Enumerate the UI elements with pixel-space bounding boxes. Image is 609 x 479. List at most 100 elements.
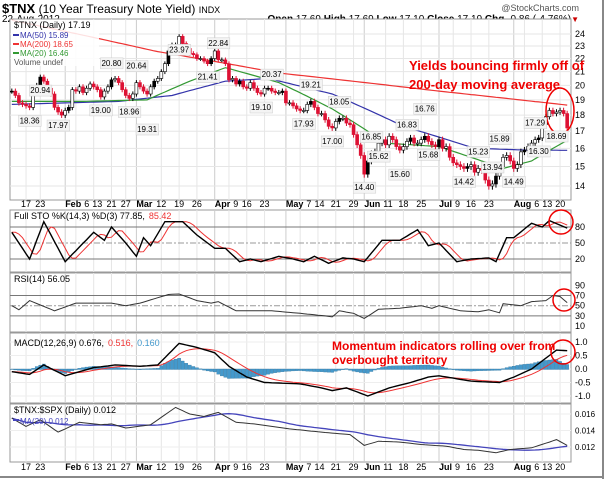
candle xyxy=(551,110,555,114)
macd-histogram-bar xyxy=(515,365,520,370)
macd-histogram-bar xyxy=(444,367,448,370)
candle xyxy=(230,78,235,81)
macd-histogram-bar xyxy=(369,368,374,372)
macd-histogram-bar xyxy=(159,365,164,370)
date-tick-label: 21 xyxy=(331,199,341,209)
candle xyxy=(145,90,149,95)
candle xyxy=(458,164,463,167)
annotation-yields: Yields bouncing firmly off of xyxy=(409,58,585,73)
rsi-axis-label: 70 xyxy=(575,291,585,301)
sto-k-line xyxy=(11,219,568,265)
macd-histogram-bar xyxy=(316,368,320,372)
candle xyxy=(298,108,302,111)
candle xyxy=(422,135,427,140)
candle xyxy=(533,139,537,144)
macd-histogram-bar xyxy=(230,368,235,379)
candle xyxy=(387,135,391,146)
candle xyxy=(333,121,338,129)
macd-histogram-bar xyxy=(245,368,249,379)
date-tick-label: 12 xyxy=(156,462,166,472)
candle xyxy=(84,87,89,93)
down-arrow-icon: ▼ xyxy=(571,15,579,24)
macd-histogram-bar xyxy=(31,368,35,370)
price-label: 13.94 xyxy=(482,163,503,172)
macd-histogram-bar xyxy=(408,365,413,370)
date-tick-label: Mar xyxy=(136,462,153,472)
candle xyxy=(266,87,270,90)
date-tick-label: 26 xyxy=(192,199,202,209)
price-label: 20.80 xyxy=(101,59,122,68)
ratio-axis-label: 0.016 xyxy=(575,410,596,419)
macd-histogram-bar xyxy=(305,368,310,372)
date-tick-label: 17 xyxy=(21,462,31,472)
macd-histogram-bar xyxy=(447,368,452,370)
price-label-box xyxy=(18,115,42,127)
date-tick-label: 21 xyxy=(331,462,341,472)
candle xyxy=(223,59,228,65)
macd-histogram-bar xyxy=(173,358,178,370)
candle xyxy=(355,134,359,146)
candle xyxy=(191,53,196,56)
macd-axis-label: -0.5 xyxy=(575,378,591,388)
date-tick-label: 23 xyxy=(484,199,494,209)
macd-histogram-bar xyxy=(191,366,196,370)
date-tick-label: Jul xyxy=(439,199,452,209)
candle xyxy=(554,111,559,114)
candle xyxy=(280,90,285,93)
macd-histogram-bar xyxy=(487,368,491,371)
candle xyxy=(148,86,153,95)
macd-axis-label: 1.0 xyxy=(575,337,588,347)
macd-axis-label: 0.0 xyxy=(575,364,588,374)
price-label: 15.62 xyxy=(368,152,389,161)
candle xyxy=(348,122,352,125)
macd-histogram-bar xyxy=(479,368,484,371)
candle xyxy=(109,79,114,88)
macd-histogram-bar xyxy=(180,360,185,370)
price-label: 20.94 xyxy=(30,86,51,95)
macd-histogram-bar xyxy=(412,365,416,370)
macd-histogram-bar xyxy=(337,368,342,371)
candle xyxy=(134,82,139,95)
candle xyxy=(291,102,295,107)
macd-histogram-bar xyxy=(24,368,28,371)
macd-histogram-bar xyxy=(131,368,135,370)
candle xyxy=(390,135,395,140)
date-tick-label: 13 xyxy=(542,462,552,472)
price-label: 16.83 xyxy=(397,120,418,129)
macd-histogram-bar xyxy=(262,368,267,376)
macd-histogram-bar xyxy=(309,368,313,372)
date-tick-label: Mar xyxy=(136,199,153,209)
candle xyxy=(519,151,523,165)
candle xyxy=(362,155,367,175)
price-label-box xyxy=(502,176,526,188)
candle xyxy=(430,141,434,146)
macd-histogram-bar xyxy=(234,368,238,379)
candle xyxy=(13,90,18,96)
candle xyxy=(81,86,85,93)
macd-histogram-bar xyxy=(248,368,253,378)
date-tick-label: 26 xyxy=(192,462,202,472)
macd-histogram-bar xyxy=(476,368,480,371)
candle xyxy=(451,156,456,164)
candle xyxy=(444,146,448,149)
macd-histogram-bar xyxy=(27,368,32,372)
candle xyxy=(237,80,242,85)
macd-histogram-bar xyxy=(455,368,459,371)
chart-title: $TNX (10 Year Treasury Note Yield) INDX xyxy=(2,1,220,16)
price-axis-label: 23 xyxy=(575,41,585,51)
price-label-box xyxy=(488,133,512,145)
macd-axis-label: -1.0 xyxy=(575,391,591,401)
price-label-box xyxy=(118,106,142,118)
candle xyxy=(205,60,210,65)
macd-histogram-bar xyxy=(522,364,527,370)
candle xyxy=(70,89,75,108)
macd-histogram-bar xyxy=(280,368,285,372)
price-label-box xyxy=(299,79,323,91)
price-label: 14.40 xyxy=(354,183,375,192)
candle xyxy=(209,58,213,65)
price-label-box xyxy=(413,103,437,115)
macd-histogram-bar xyxy=(120,367,124,370)
macd-histogram-bar xyxy=(166,361,171,370)
candle xyxy=(216,50,221,61)
candle xyxy=(91,83,96,88)
